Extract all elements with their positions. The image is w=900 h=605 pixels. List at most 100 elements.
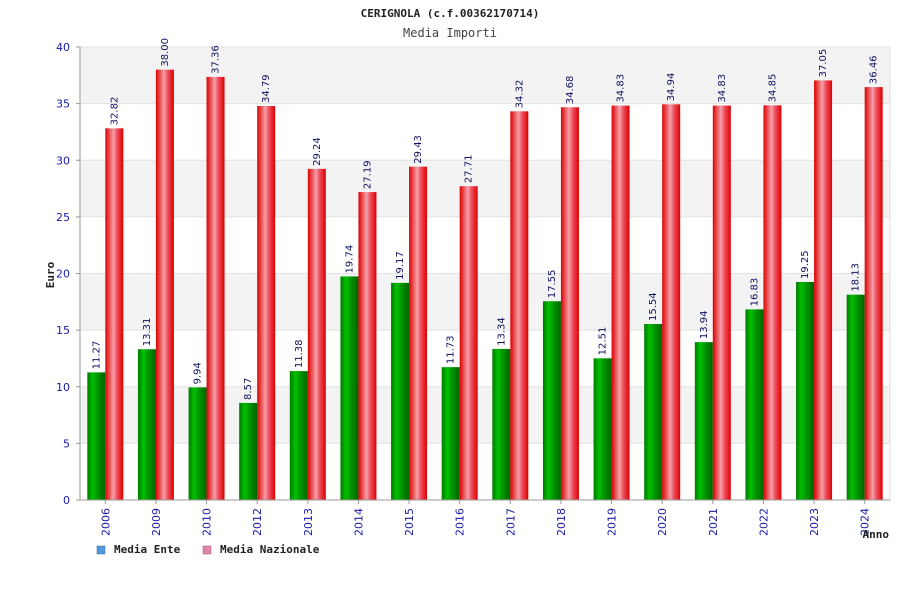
y-tick-label: 0 (63, 494, 70, 507)
media-ente-label: 8.57 (243, 378, 254, 400)
media-nazionale-bar (206, 76, 225, 500)
y-tick-label: 20 (56, 268, 70, 281)
media-ente-label: 19.74 (344, 245, 355, 274)
media-ente-label: 11.38 (294, 339, 305, 368)
legend-swatch-media-ente (96, 545, 106, 555)
media-nazionale-bar (864, 87, 883, 500)
media-nazionale-label: 34.83 (717, 74, 728, 103)
media-nazionale-label: 34.79 (261, 74, 272, 103)
media-nazionale-label: 29.43 (413, 135, 424, 164)
media-ente-bar (239, 402, 258, 500)
media-ente-label: 13.31 (142, 318, 153, 347)
media-ente-label: 18.13 (851, 263, 862, 292)
x-tick-label: 2013 (302, 508, 315, 536)
x-tick-label: 2014 (352, 508, 365, 536)
legend-label-media-ente: Media Ente (114, 543, 181, 556)
media-nazionale-bar (307, 168, 326, 500)
chart-subtitle: Media Importi (403, 26, 497, 40)
media-nazionale-label: 36.46 (869, 55, 880, 84)
media-ente-bar (441, 367, 460, 500)
media-nazionale-bar (763, 105, 782, 500)
legend-swatch-media-nazionale (202, 545, 212, 555)
y-tick-label: 30 (56, 154, 70, 167)
media-nazionale-label: 34.85 (767, 74, 778, 103)
media-ente-label: 16.83 (749, 278, 760, 307)
x-tick-label: 2024 (859, 508, 872, 536)
media-ente-label: 15.54 (648, 292, 659, 321)
media-nazionale-label: 34.32 (514, 80, 525, 109)
media-nazionale-bar (814, 80, 833, 500)
media-ente-bar (391, 282, 410, 500)
x-tick-label: 2023 (808, 508, 821, 536)
media-nazionale-bar (257, 106, 276, 501)
media-ente-label: 19.17 (395, 251, 406, 280)
x-tick-label: 2020 (656, 508, 669, 536)
media-nazionale-bar (105, 128, 124, 500)
y-axis-ticks: 0 5 10 15 20 25 30 35 40 (56, 41, 80, 507)
media-nazionale-bar (155, 69, 174, 501)
media-ente-label: 19.25 (800, 250, 811, 279)
media-nazionale-bar (560, 107, 579, 501)
x-tick-label: 2018 (555, 508, 568, 536)
media-nazionale-bar (459, 186, 478, 500)
data-labels: 11.27 32.82 13.31 38.00 9.94 37.36 8.57 34.79 11… (91, 38, 879, 400)
media-nazionale-label: 37.05 (818, 49, 829, 78)
x-tick-label: 2015 (403, 508, 416, 536)
media-ente-bar (340, 276, 359, 500)
media-ente-label: 13.34 (496, 317, 507, 346)
media-nazionale-label: 34.68 (565, 76, 576, 105)
media-nazionale-label: 27.71 (464, 155, 475, 184)
media-ente-label: 9.94 (193, 362, 204, 384)
media-ente-bar (694, 342, 713, 500)
media-nazionale-bar (712, 105, 731, 501)
media-nazionale-label: 34.94 (666, 73, 677, 102)
media-nazionale-label: 29.24 (312, 137, 323, 166)
media-ente-label: 13.94 (699, 310, 710, 339)
media-nazionale-bar (358, 192, 377, 501)
x-tick-label: 2022 (757, 508, 770, 536)
media-ente-bar (542, 301, 561, 500)
media-nazionale-label: 32.82 (109, 97, 120, 126)
media-ente-label: 11.73 (446, 336, 457, 365)
x-tick-label: 2021 (707, 508, 720, 536)
x-tick-label: 2019 (606, 508, 619, 536)
chart-title: CERIGNOLA (c.f.00362170714) (361, 7, 540, 20)
y-axis-label: Euro (44, 261, 57, 288)
media-nazionale-bar (611, 105, 630, 501)
bars (87, 69, 883, 501)
media-ente-bar (289, 371, 308, 500)
media-ente-label: 12.51 (598, 327, 609, 356)
y-tick-label: 40 (56, 41, 70, 54)
x-axis-ticks: 2006 2009 2010 2012 2013 2014 2015 2016 2017 2018… (99, 500, 872, 536)
x-tick-label: 2012 (251, 508, 264, 536)
x-tick-label: 2009 (150, 508, 163, 536)
media-ente-bar (492, 348, 511, 500)
media-ente-bar (137, 349, 156, 500)
legend-label-media-nazionale: Media Nazionale (220, 543, 320, 556)
x-axis-label: Anno (863, 528, 890, 541)
y-tick-label: 15 (56, 324, 70, 337)
y-tick-label: 25 (56, 211, 70, 224)
y-tick-label: 35 (56, 98, 70, 111)
media-ente-label: 17.55 (547, 270, 558, 299)
media-nazionale-label: 38.00 (160, 38, 171, 67)
x-tick-label: 2016 (454, 508, 467, 536)
y-tick-label: 10 (56, 381, 70, 394)
media-ente-bar (644, 324, 663, 500)
media-ente-bar (745, 309, 764, 500)
legend: Media Ente Media Nazionale (96, 543, 320, 556)
media-nazionale-label: 37.36 (211, 45, 222, 74)
media-ente-label: 11.27 (91, 341, 102, 370)
x-tick-label: 2006 (99, 508, 112, 536)
x-tick-label: 2017 (504, 508, 517, 536)
media-nazionale-bar (510, 111, 529, 501)
media-ente-bar (796, 281, 815, 500)
media-ente-bar (846, 294, 865, 500)
x-tick-label: 2010 (201, 508, 214, 536)
media-ente-bar (87, 372, 106, 500)
media-nazionale-bar (409, 166, 428, 500)
y-tick-label: 5 (63, 437, 70, 450)
media-ente-bar (593, 358, 612, 500)
